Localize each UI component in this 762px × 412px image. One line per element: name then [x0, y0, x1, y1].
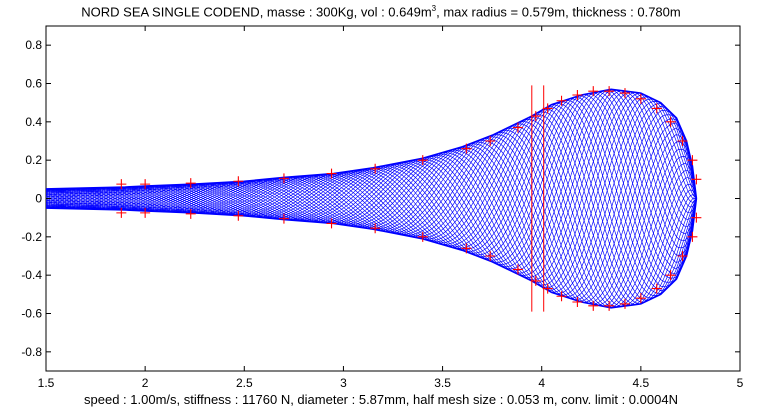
node-marker-5-bottom	[326, 218, 337, 229]
node-marker-7-top	[417, 155, 428, 166]
node-marker-0-bottom	[116, 207, 127, 218]
node-marker-16-bottom	[604, 300, 615, 311]
node-marker-12-bottom	[542, 283, 553, 294]
node-marker-13-top	[556, 95, 567, 106]
node-marker-1-top	[140, 179, 151, 190]
node-marker-9-top	[485, 136, 496, 146]
node-marker-4-bottom	[278, 213, 289, 224]
y-tick-label-0: 0.8	[25, 38, 42, 52]
x-tick-label-4: 3.5	[434, 376, 451, 390]
node-marker-12-top	[542, 103, 553, 114]
node-marker-17-bottom	[619, 298, 630, 309]
node-marker-4-top	[278, 173, 289, 184]
y-tick-label-7: -0.6	[21, 307, 42, 321]
mesh-thread-b-20	[45, 132, 697, 306]
mesh-thread-a-43	[45, 125, 697, 308]
y-tick-label-8: -0.8	[21, 345, 42, 359]
node-marker-2-bottom	[185, 208, 196, 219]
profile-outline-lower	[45, 198, 698, 309]
node-marker-18-top	[635, 93, 646, 104]
mesh-thread-b-22	[45, 127, 697, 307]
node-marker-2-top	[185, 178, 196, 189]
node-marker-6-bottom	[370, 223, 381, 234]
mesh-thread-b-42	[45, 91, 697, 265]
node-marker-1-bottom	[140, 207, 151, 218]
title-rest: , max radius = 0.579m, thickness : 0.780…	[436, 4, 681, 20]
node-marker-10-top	[512, 122, 523, 133]
node-marker-20-bottom	[665, 270, 676, 281]
node-marker-11-top	[530, 111, 541, 122]
mesh-thread-a-20	[45, 89, 697, 274]
node-marker-19-bottom	[651, 283, 662, 294]
node-marker-9-bottom	[485, 251, 496, 261]
x-tick-label-2: 2.5	[236, 376, 253, 390]
node-marker-22-bottom	[687, 231, 698, 242]
profile-outline-upper	[45, 88, 698, 199]
y-tick-label-2: 0.4	[25, 115, 42, 129]
node-marker-18-bottom	[635, 293, 646, 304]
mesh-thread-b-21	[45, 130, 697, 307]
node-marker-3-top	[233, 176, 244, 187]
node-marker-14-bottom	[572, 297, 583, 307]
node-marker-13-bottom	[556, 291, 567, 302]
node-marker-21-top	[677, 136, 688, 146]
chart-title: NORD SEA SINGLE CODEND, masse : 300Kg, v…	[0, 4, 762, 19]
y-tick-label-4: 0	[35, 192, 42, 206]
node-marker-14-top	[572, 90, 583, 100]
mesh-thread-b-24	[45, 123, 697, 308]
node-marker-16-top	[604, 86, 615, 97]
node-marker-19-top	[651, 103, 662, 114]
node-marker-0-top	[116, 179, 127, 190]
title-superscript: 3	[431, 4, 437, 13]
x-tick-label-7: 5	[737, 376, 744, 390]
node-marker-6-top	[370, 163, 381, 174]
x-tick-label-1: 2	[142, 376, 149, 390]
mesh-thread-a-41	[45, 121, 697, 308]
node-marker-7-bottom	[417, 231, 428, 242]
mesh-thread-b-2	[45, 89, 697, 274]
plot-frame	[45, 25, 741, 372]
x-tick-label-5: 4	[538, 376, 545, 390]
node-marker-3-bottom	[233, 210, 244, 221]
node-marker-8-top	[461, 143, 472, 154]
mesh-thread-a-42	[45, 123, 697, 308]
node-marker-10-bottom	[512, 264, 523, 275]
node-marker-5-top	[326, 168, 337, 179]
node-marker-20-top	[665, 116, 676, 127]
node-marker-15-bottom	[588, 300, 599, 311]
y-tick-label-6: -0.4	[21, 268, 42, 282]
title-main: NORD SEA SINGLE CODEND, masse : 300Kg, v…	[81, 4, 432, 20]
x-axis-label: speed : 1.00m/s, stiffness : 11760 N, di…	[84, 392, 678, 407]
y-tick-label-3: 0.2	[25, 153, 42, 167]
node-marker-15-top	[588, 86, 599, 97]
y-tick-label-5: -0.2	[21, 230, 42, 244]
y-tick-label-1: 0.6	[25, 77, 42, 91]
node-marker-23-bottom	[691, 212, 702, 223]
node-marker-11-bottom	[530, 275, 541, 286]
node-marker-23-top	[691, 174, 702, 185]
node-marker-21-bottom	[677, 251, 688, 261]
x-tick-label-3: 3	[340, 376, 347, 390]
x-tick-label-0: 1.5	[38, 376, 55, 390]
mesh-thread-b-43	[45, 90, 697, 267]
x-tick-label-6: 4.5	[633, 376, 650, 390]
node-marker-8-bottom	[461, 243, 472, 254]
node-marker-22-top	[687, 155, 698, 166]
node-marker-17-top	[619, 88, 630, 99]
